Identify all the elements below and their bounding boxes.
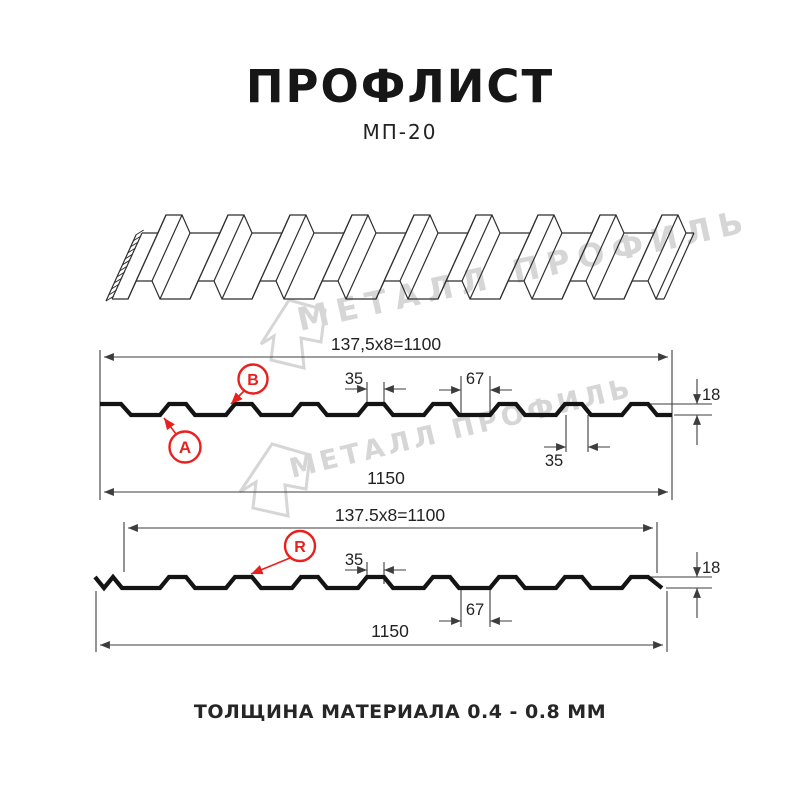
callout-a: A (163, 417, 202, 464)
sheet-3d-view (105, 214, 695, 302)
sheet-back-profile (142, 214, 694, 234)
profile-outline (93, 573, 664, 592)
cross-section-1: 137,5x8=1100 1150 35 67 18 35 A B (99, 334, 720, 500)
height-dim-label: 18 (702, 559, 720, 577)
material-thickness-note: ТОЛЩИНА МАТЕРИАЛА 0.4 - 0.8 ММ (193, 701, 607, 723)
callout-b-arrow (230, 390, 245, 405)
page-title: ПРОФЛИСТ (245, 60, 555, 113)
module-dim-label: 137,5x8=1100 (331, 334, 441, 354)
rib-edge-lines (127, 214, 695, 300)
callout-b: B (230, 363, 269, 405)
product-code: МП-20 (362, 120, 438, 144)
callout-a-letter: A (179, 438, 191, 457)
rib-top-dim-label: 35 (345, 370, 363, 388)
rib-bottom-dim-label: 35 (545, 452, 563, 470)
height-dim-label: 18 (702, 386, 720, 404)
module-dim-label: 137.5x8=1100 (335, 505, 445, 525)
sheet-front-profile (112, 280, 664, 300)
cut-edge-hatching (105, 229, 144, 302)
callout-b-circle (237, 363, 269, 395)
valley-dim-ext (460, 376, 491, 414)
callout-r-letter: R (294, 539, 306, 556)
callout-r-arrow (250, 557, 291, 575)
callout-r-circle (283, 529, 317, 563)
valley-dim-label: 67 (466, 601, 484, 619)
rib-top-dim-label: 35 (345, 551, 363, 569)
callout-b-letter: B (247, 372, 259, 389)
callout-a-circle (168, 430, 202, 464)
height-dim-ext (650, 403, 712, 416)
metall-profil-logo-icon (259, 298, 327, 370)
rib-bottom-dim-ext (565, 415, 589, 452)
valley-dim-label: 67 (466, 370, 484, 388)
profile-outline (100, 401, 672, 418)
callout-a-arrow (163, 417, 177, 435)
height-dim-ext (650, 576, 712, 589)
watermark-2: МЕТАЛЛ ПРОФИЛЬ (238, 372, 636, 518)
overall-dim-label: 1150 (367, 468, 405, 488)
watermark-text: МЕТАЛЛ ПРОФИЛЬ (294, 201, 755, 338)
cross-section-2: 137.5x8=1100 1150 35 67 18 R (93, 505, 720, 652)
callout-r: R (250, 529, 317, 575)
overall-dim-label: 1150 (371, 621, 409, 641)
rib-top-dim-ext (366, 562, 385, 584)
rib-top-dim-ext (366, 382, 385, 404)
